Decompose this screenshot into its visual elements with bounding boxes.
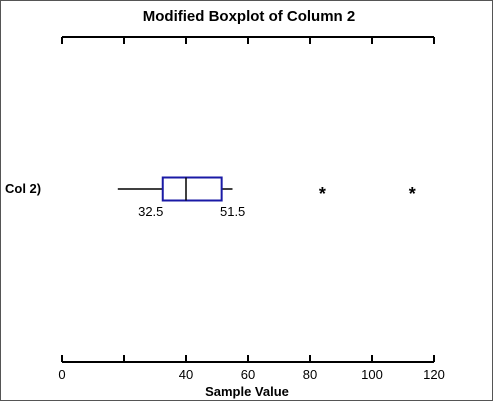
box-group: 32.5 51.5 * *: [117, 176, 416, 219]
top-axis: [61, 36, 435, 44]
x-tick-label-40: 40: [179, 367, 193, 382]
category-label: Col 2): [5, 181, 41, 196]
x-tick-label-120: 120: [423, 367, 445, 382]
bottom-axis: 0 40 60 80 100 120: [58, 355, 445, 382]
iqr-box: [161, 176, 223, 202]
q3-label: 51.5: [220, 204, 245, 219]
outlier-2: *: [409, 184, 416, 204]
x-tick-label-100: 100: [361, 367, 383, 382]
x-tick-label-80: 80: [303, 367, 317, 382]
q1-label: 32.5: [138, 204, 163, 219]
outlier-1: *: [319, 184, 326, 204]
x-axis-label: Sample Value: [205, 384, 289, 399]
chart-title: Modified Boxplot of Column 2: [143, 8, 355, 25]
x-tick-label-0: 0: [58, 367, 65, 382]
x-tick-label-60: 60: [241, 367, 255, 382]
